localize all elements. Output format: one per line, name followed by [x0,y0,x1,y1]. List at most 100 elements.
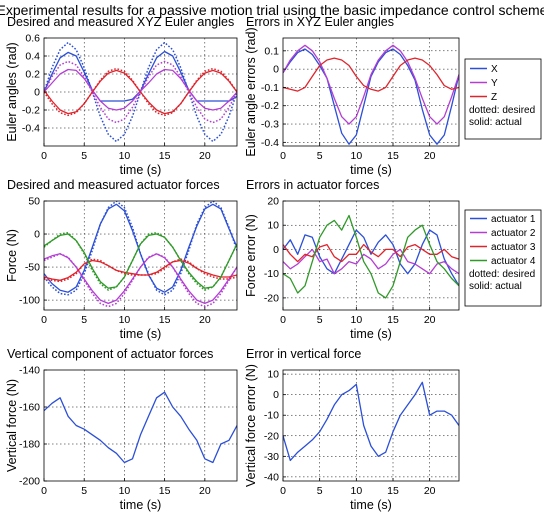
y-tick-label: 0 [34,229,40,241]
series-line-actuator-1 [283,229,459,287]
x-tick-label: 0 [280,150,286,162]
y-tick-label: -0.2 [261,100,279,112]
chart-vert_err: 0 5 10 15 20 -40 -30 -20 -10 0 10 Error in vertical… [244,347,460,512]
series-group [44,391,237,464]
x-tick-label: 10 [119,485,131,497]
x-tick-label: 20 [199,314,211,326]
plot-frame [282,369,460,482]
chart-forces: 0 5 10 15 20 -100 -50 0 50 Desired and measured a… [5,178,238,341]
y-axis-label: Force (N) [5,229,19,282]
chart-title: Error in vertical force [246,347,361,361]
x-tick-label: 10 [350,485,362,497]
y-tick-label: -0.2 [22,105,40,117]
y-tick-label: -140 [19,365,40,377]
legend-label-y: Y [491,78,498,89]
x-tick-label: 5 [81,314,87,326]
series-line-z [283,57,459,92]
plot-frame [282,200,460,311]
x-tick-label: 15 [387,314,399,326]
y-axis-label: Vertical force (N) [5,379,19,472]
series-line-actuator-4 [283,214,459,299]
x-tick-label: 20 [424,150,436,162]
y-tick-label: -200 [19,476,40,488]
x-tick-label: 15 [387,150,399,162]
chart-euler: 0 5 10 15 20 -0.4 -0.2 0 0.2 0.4 0.6 Desired and me… [5,15,238,177]
series-line-actuator-2-desired [44,253,237,308]
x-tick-label: 15 [159,150,171,162]
series-line-vertical-force-error [283,381,459,462]
x-tick-label: 15 [387,485,399,497]
x-tick-label: 5 [317,314,323,326]
legend-note: dotted: desired [469,105,535,116]
x-axis-label: time (s) [350,163,392,177]
x-tick-label: 20 [199,485,211,497]
series-line-z-actual [44,69,237,115]
x-tick-label: 20 [424,485,436,497]
series-group [283,214,459,299]
series-line-actuator-3 [283,243,459,263]
legend-label-x: X [491,64,498,75]
series-group [44,201,237,308]
x-tick-label: 10 [119,150,131,162]
chart-euler_err: 0 5 10 15 20 -0.4 -0.3 -0.2 -0.1 0 0.1 Errors in XY… [244,15,460,177]
series-group [44,41,237,143]
legend-label-actuator-3: actuator 3 [491,242,536,253]
chart-title: Errors in actuator forces [246,178,379,192]
y-tick-label: 0.4 [25,51,40,63]
chart-title: Desired and measured actuator forces [7,178,220,192]
x-tick-label: 0 [41,150,47,162]
y-tick-label: -160 [19,402,40,414]
legend-box [464,58,542,140]
x-tick-label: 15 [159,314,171,326]
x-axis-label: time (s) [350,327,392,341]
series-line-z-desired [44,67,237,117]
chart-title: Errors in XYZ Euler angles [246,15,394,29]
legend-label-z: Z [491,92,497,103]
x-tick-label: 5 [317,485,323,497]
y-tick-label: 0 [273,244,279,256]
y-tick-label: -20 [264,292,279,304]
charts-group: 0 5 10 15 20 -0.4 -0.2 0 0.2 0.4 0.6 Desired and me… [5,15,460,512]
x-axis-label: time (s) [350,498,392,512]
legend-box [464,209,542,307]
y-tick-label: -0.3 [261,119,279,131]
y-tick-label: -0.4 [22,123,40,135]
series-line-x-actual [44,50,237,102]
chart-title: Vertical component of actuator forces [7,347,213,361]
y-tick-label: -30 [264,451,279,463]
legend-label-actuator-4: actuator 4 [491,256,536,267]
series-line-actuator-1-actual [44,203,237,293]
x-tick-label: 0 [41,314,47,326]
y-tick-label: -10 [264,410,279,422]
series-line-y [283,44,459,125]
series-line-actuator-3-actual [44,259,237,281]
x-tick-label: 15 [159,485,171,497]
x-tick-label: 0 [280,485,286,497]
series-group [283,381,459,462]
y-tick-label: 0 [273,64,279,76]
legend-actuators: actuator 1 actuator 2 actuator 3 actuator 4… [464,209,542,307]
y-tick-label: 50 [28,196,40,208]
series-line-actuator-4-desired [44,231,237,291]
x-tick-label: 10 [350,314,362,326]
y-tick-label: -40 [264,471,279,483]
x-tick-label: 10 [350,150,362,162]
y-tick-label: -100 [19,295,40,307]
plot-frame [43,369,238,482]
x-axis-label: time (s) [120,327,162,341]
x-tick-label: 20 [199,150,211,162]
series-line-actuator-4-actual [44,233,237,289]
x-tick-label: 10 [119,314,131,326]
series-line-actuator-1-desired [44,201,237,296]
x-tick-label: 0 [280,314,286,326]
y-axis-label: Euler angle errors (rad) [244,27,258,156]
x-tick-label: 20 [424,314,436,326]
legend-note: dotted: desired [469,269,535,280]
y-tick-label: 0.1 [264,45,279,57]
y-axis-label: Force error (N) [244,214,258,297]
y-tick-label: -180 [19,439,40,451]
chart-title: Desired and measured XYZ Euler angles [7,15,234,29]
y-tick-label: -10 [264,268,279,280]
